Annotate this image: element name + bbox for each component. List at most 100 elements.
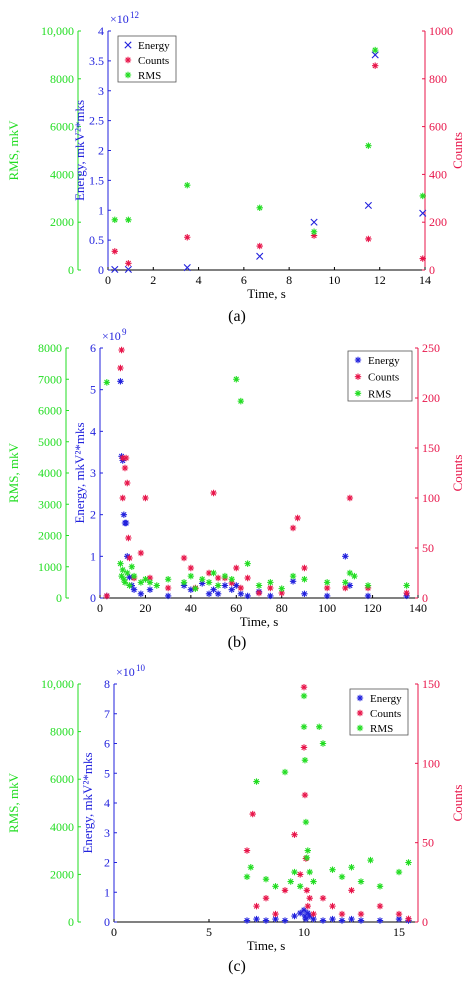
- data-point-rms: [300, 723, 308, 731]
- data-point-energy: [346, 582, 354, 589]
- data-point-rms: [376, 883, 384, 890]
- legend-label-energy: Energy: [370, 693, 402, 705]
- energy-axis-tick-label: 2: [90, 508, 96, 522]
- energy-axis-tick-label: 0: [98, 263, 104, 277]
- data-point-rms: [316, 723, 323, 731]
- data-point-counts: [310, 232, 318, 239]
- data-point-counts: [291, 831, 298, 838]
- x-axis-label: Time, s: [247, 938, 286, 953]
- data-point-rms: [302, 818, 310, 826]
- data-point-rms: [244, 560, 251, 567]
- energy-axis-tick-label: 3: [90, 466, 96, 480]
- energy-axis-tick-label: 3: [98, 84, 104, 98]
- legend-label-counts: Counts: [138, 55, 169, 67]
- data-point-counts: [244, 574, 251, 582]
- counts-axis-tick-label: 200: [429, 215, 447, 229]
- panel-label-b: (b): [227, 634, 247, 651]
- data-point-counts: [300, 683, 308, 691]
- rms-axis-tick-label: 0: [68, 263, 74, 277]
- counts-axis-tick-label: 100: [422, 756, 440, 770]
- data-point-counts: [126, 554, 133, 562]
- rms-axis-tick-label: 5000: [38, 435, 62, 449]
- data-point-energy: [289, 578, 297, 585]
- data-point-rms: [247, 864, 254, 871]
- rms-axis-tick-label: 7000: [38, 372, 62, 386]
- data-point-energy: [301, 590, 308, 598]
- energy-axis-tick-label: 6: [90, 341, 96, 355]
- data-point-energy: [237, 590, 245, 598]
- data-point-rms: [267, 579, 274, 586]
- counts-axis-tick-label: 150: [422, 677, 440, 691]
- energy-axis-tick-label: 1.5: [89, 173, 104, 187]
- legend-marker-energy: [356, 694, 364, 702]
- data-point-rms: [367, 856, 374, 864]
- data-point-energy: [364, 592, 372, 600]
- data-point-rms: [304, 847, 311, 854]
- energy-axis-tick-label: 1: [104, 885, 110, 899]
- data-point-counts: [403, 589, 410, 597]
- energy-axis-exponent-power: 9: [122, 327, 127, 337]
- energy-axis-label: Energy, mkV²*mks: [80, 752, 95, 853]
- data-point-rms: [237, 397, 245, 405]
- data-point-rms: [351, 572, 358, 580]
- energy-axis-tick-label: 0: [104, 915, 110, 929]
- x-tick-label: 80: [276, 601, 288, 615]
- data-point-rms: [289, 572, 297, 580]
- rms-axis-tick-label: 10,000: [41, 677, 74, 691]
- rms-axis-tick-label: 3000: [38, 497, 62, 511]
- counts-axis-tick-label: 250: [422, 341, 440, 355]
- data-point-energy: [302, 915, 310, 923]
- energy-axis-tick-label: 4: [104, 796, 110, 810]
- data-point-rms: [291, 868, 298, 876]
- counts-axis-tick-label: 1000: [429, 24, 453, 38]
- energy-axis-tick-label: 0.5: [89, 233, 104, 247]
- data-point-rms: [310, 878, 317, 885]
- data-point-counts: [365, 235, 372, 243]
- data-point-counts: [124, 479, 131, 487]
- data-point-energy: [342, 553, 349, 560]
- chart-panel-3: 0 5 10 15 Time, s 0 2000 4000 6000 8000 10,000 0 1 2 3…: [6, 663, 465, 953]
- data-point-counts: [262, 895, 270, 902]
- data-point-rms: [184, 181, 191, 189]
- data-point-energy: [228, 586, 235, 593]
- x-tick-label: 0: [97, 601, 103, 615]
- data-point-counts: [289, 524, 297, 532]
- data-point-rms: [301, 576, 308, 583]
- data-point-energy: [120, 511, 128, 518]
- rms-axis-tick-label: 2000: [50, 867, 74, 881]
- rms-axis-tick-label: 4000: [50, 820, 74, 834]
- energy-axis-tick-label: 1: [98, 203, 104, 217]
- series-rms: [111, 46, 426, 235]
- data-point-energy: [146, 586, 154, 593]
- energy-axis-tick-label: 2: [98, 144, 104, 158]
- data-point-counts: [237, 584, 245, 592]
- x-tick-label: 140: [409, 601, 427, 615]
- energy-axis-exponent: ×10: [102, 329, 121, 343]
- energy-axis-tick-label: 6: [104, 737, 110, 751]
- data-point-rms: [124, 569, 131, 577]
- data-point-counts: [214, 574, 222, 582]
- legend-marker-counts: [356, 709, 364, 717]
- rms-axis-tick-label: 4000: [38, 466, 62, 480]
- data-point-rms: [121, 579, 129, 586]
- energy-axis-exponent: ×10: [116, 665, 135, 679]
- data-point-energy: [319, 917, 327, 924]
- data-point-counts: [249, 810, 256, 818]
- data-point-rms: [300, 692, 308, 700]
- data-point-counts: [348, 887, 355, 894]
- data-point-counts: [210, 489, 217, 497]
- data-point-rms: [405, 859, 412, 866]
- data-point-counts: [205, 569, 213, 577]
- legend-marker-counts: [354, 373, 362, 380]
- data-point-rms: [199, 576, 206, 583]
- data-point-energy: [376, 917, 384, 924]
- data-point-energy: [395, 915, 403, 923]
- data-point-energy: [164, 592, 172, 600]
- data-point-rms: [419, 192, 426, 200]
- data-point-counts: [267, 584, 274, 592]
- data-point-rms: [192, 585, 199, 592]
- rms-axis-tick-label: 0: [68, 915, 74, 929]
- energy-axis-exponent: ×10: [110, 12, 129, 26]
- data-point-energy: [419, 209, 427, 217]
